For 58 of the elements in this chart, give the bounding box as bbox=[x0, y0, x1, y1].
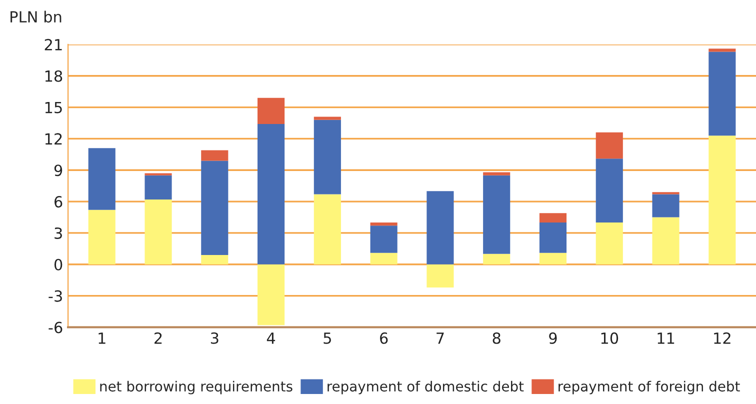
bar bbox=[370, 226, 398, 253]
x-tick-label: 5 bbox=[324, 332, 331, 344]
bar bbox=[426, 264, 454, 288]
bar bbox=[314, 120, 341, 194]
bar bbox=[483, 175, 510, 254]
bar bbox=[483, 172, 510, 176]
y-tick-label: 3 bbox=[54, 227, 62, 239]
bar bbox=[88, 148, 116, 210]
bar bbox=[370, 222, 398, 226]
x-tick-label: 6 bbox=[380, 332, 388, 344]
x-tick-label: 3 bbox=[210, 332, 218, 344]
bar bbox=[652, 217, 680, 264]
bar bbox=[426, 191, 454, 264]
x-tick-label: 8 bbox=[492, 332, 500, 344]
x-tick-label: 11 bbox=[658, 332, 674, 344]
bar bbox=[708, 136, 736, 264]
y-tick-label: -3 bbox=[48, 290, 62, 302]
bar bbox=[314, 116, 341, 120]
x-tick-label: 1 bbox=[98, 332, 106, 344]
bar bbox=[708, 48, 736, 52]
y-tick-label: 6 bbox=[54, 196, 62, 208]
y-tick-label: 9 bbox=[54, 164, 62, 176]
bar bbox=[539, 213, 567, 222]
bar bbox=[258, 264, 285, 326]
bar bbox=[596, 222, 623, 264]
bar bbox=[258, 124, 285, 264]
bar bbox=[314, 194, 341, 264]
legend-label: repayment of domestic debt bbox=[328, 380, 524, 394]
bar bbox=[370, 252, 398, 264]
x-tick-label: 9 bbox=[549, 332, 557, 344]
x-tick-label: 12 bbox=[714, 332, 730, 344]
bar bbox=[708, 52, 736, 136]
bar bbox=[483, 254, 510, 264]
y-axis-title: PLN bn bbox=[10, 10, 62, 23]
bar bbox=[88, 210, 116, 264]
y-tick-label: 12 bbox=[45, 133, 62, 145]
x-tick-label: 7 bbox=[436, 332, 444, 344]
bar bbox=[144, 175, 172, 200]
bar bbox=[596, 132, 623, 159]
legend-label: repayment of foreign debt bbox=[558, 380, 740, 394]
bar bbox=[596, 158, 623, 222]
x-tick-label: 2 bbox=[154, 332, 162, 344]
bar bbox=[201, 160, 228, 255]
x-tick-label: 10 bbox=[601, 332, 618, 344]
bar bbox=[201, 254, 228, 264]
legend-label: net borrowing requirements bbox=[100, 380, 292, 394]
bar bbox=[258, 98, 285, 124]
bar bbox=[539, 222, 567, 253]
y-tick-label: 0 bbox=[54, 258, 62, 270]
bar bbox=[201, 150, 228, 161]
bar bbox=[144, 199, 172, 264]
y-tick-label: 18 bbox=[45, 70, 62, 82]
x-tick-label: 4 bbox=[266, 332, 276, 344]
bar bbox=[652, 194, 680, 218]
y-tick-label: 15 bbox=[45, 102, 62, 114]
bar bbox=[539, 252, 567, 264]
y-tick-label: 21 bbox=[44, 38, 62, 50]
y-tick-label: -6 bbox=[48, 322, 62, 334]
